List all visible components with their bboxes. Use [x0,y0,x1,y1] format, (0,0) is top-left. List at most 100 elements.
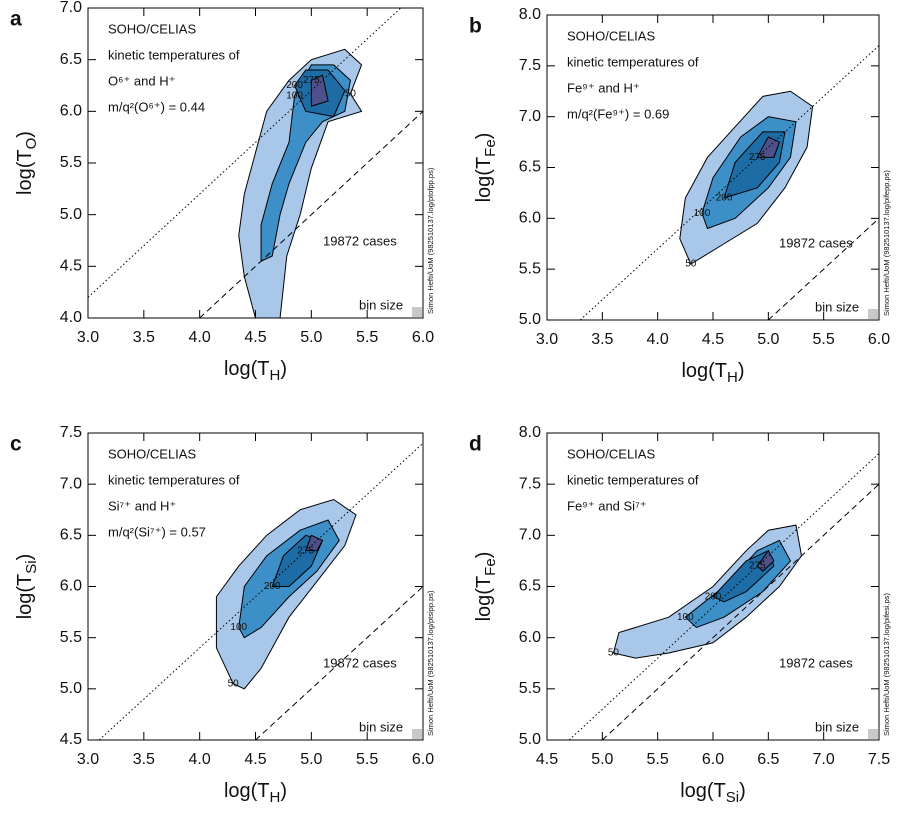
y-tick-label: 6.0 [60,103,82,120]
label-sub: Fe [482,139,499,157]
cases-note: 19872 cases [779,235,853,250]
contour-label: 100 [694,208,711,219]
x-tick-label: 5.0 [591,751,613,768]
x-tick-label: 4.5 [702,331,724,348]
annotation: SOHO/CELIAS [108,446,196,461]
y-tick-label: 7.0 [519,108,541,125]
contour-label: 200 [264,581,281,592]
y-axis-label: log(TFe) [473,133,499,203]
x-tick-label: 7.0 [813,751,835,768]
label-sub: Fe [482,558,499,576]
contour-label: 50 [685,259,697,270]
label-text: log(T [473,157,495,203]
annotation: m/q²(O⁶⁺) = 0.44 [108,99,205,114]
annotation: kinetic temperatures of [567,54,699,69]
contour-label: 50 [345,88,357,99]
contour [756,136,781,158]
annotation: Fe⁹⁺ and H⁺ [567,80,640,95]
label-close: ) [738,360,745,382]
bin-size-box [412,729,422,739]
x-tick-label: 3.0 [536,331,558,348]
y-tick-label: 5.5 [519,260,541,277]
plot-area [568,453,879,740]
x-tick-label: 4.0 [189,329,211,346]
y-tick-label: 5.5 [60,154,82,171]
label-sub: H [270,789,281,806]
x-tick-label: 5.5 [356,751,378,768]
plot-area [88,8,423,318]
reference-line [601,483,879,740]
y-tick-label: 6.5 [519,578,541,595]
bin-size-note: bin size [359,297,403,312]
contour-label: 275 [749,152,766,163]
x-tick-label: 4.5 [244,751,266,768]
annotation: kinetic temperatures of [567,472,699,487]
panel-letter: d [469,433,482,456]
reference-line [255,586,423,740]
x-tick-label: 6.0 [868,331,890,348]
x-tick-label: 5.5 [813,331,835,348]
label-close: ) [280,358,287,380]
cases-note: 19872 cases [779,655,853,670]
label-text: log(T [224,780,270,802]
y-axis-label: log(TSi) [14,554,40,620]
reference-line [88,8,402,298]
contour-label: 275 [297,545,314,556]
panel: 50 100 200 275 3.0 3.5 4.0 4.5 5.0 5.5 6.0 5.0 5.5 6.… [469,6,891,386]
annotation: kinetic temperatures of [108,47,240,62]
y-tick-label: 5.0 [60,206,82,223]
plot-area [98,442,423,740]
annotation: m/q²(Si⁷⁺) = 0.57 [108,524,206,539]
bin-size-note: bin size [815,299,859,314]
y-tick-label: 8.0 [519,424,541,441]
x-tick-label: 5.0 [300,751,322,768]
x-tick-label: 6.0 [412,751,434,768]
y-tick-label: 7.0 [60,475,82,492]
contour-label: 50 [228,678,240,689]
y-axis-label: log(TO) [14,131,40,195]
y-tick-label: 7.5 [519,475,541,492]
x-tick-label: 6.5 [757,751,779,768]
x-axis-label: log(TH) [224,358,287,384]
annotation: m/q²(Fe⁹⁺) = 0.69 [567,106,669,121]
label-text: log(T [14,149,36,195]
label-text: log(T [14,574,36,620]
credit: Simon Hefti/UoM (982510137.log/pifepp.ps… [882,170,891,316]
y-tick-label: 7.0 [60,0,82,16]
x-tick-label: 3.5 [591,331,613,348]
y-tick-label: 6.0 [519,210,541,227]
contour-label: 275 [303,75,320,86]
cases-note: 19872 cases [323,655,397,670]
x-tick-label: 5.0 [300,329,322,346]
x-tick-label: 5.5 [356,329,378,346]
credit: Simon Hefti/UoM (982510137.log/ptsipp.ps… [426,590,435,736]
y-tick-label: 7.0 [519,527,541,544]
reference-line [767,217,879,320]
contour-label: 100 [677,612,694,623]
x-tick-label: 3.5 [133,329,155,346]
label-text: log(T [680,780,726,802]
annotation: Fe⁹⁺ and Si⁷⁺ [567,498,647,513]
y-tick-label: 6.5 [519,159,541,176]
contour [756,549,775,572]
label-close: ) [473,133,495,140]
x-tick-label: 6.0 [702,751,724,768]
panel: 50 100 200 275 3.0 3.5 4.0 4.5 5.0 5.5 6.0 4.5 5.0 5.… [10,424,435,806]
credit: Simon Hefti/UoM (982510137.log/pifesi.ps… [882,593,891,736]
y-tick-label: 7.5 [519,57,541,74]
y-tick-label: 4.5 [60,258,82,275]
label-close: ) [473,552,495,559]
y-tick-label: 6.5 [60,527,82,544]
x-tick-label: 6.0 [412,329,434,346]
x-tick-label: 4.0 [647,331,669,348]
x-tick-label: 4.5 [536,751,558,768]
x-tick-label: 3.0 [77,751,99,768]
y-tick-label: 6.0 [60,578,82,595]
x-tick-label: 5.5 [647,751,669,768]
x-tick-label: 3.5 [133,751,155,768]
y-tick-label: 7.5 [60,424,82,441]
annotation: Si⁷⁺ and H⁺ [108,498,176,513]
y-tick-label: 5.5 [519,680,541,697]
bin-size-box [868,309,878,319]
contour-label: 200 [716,193,733,204]
